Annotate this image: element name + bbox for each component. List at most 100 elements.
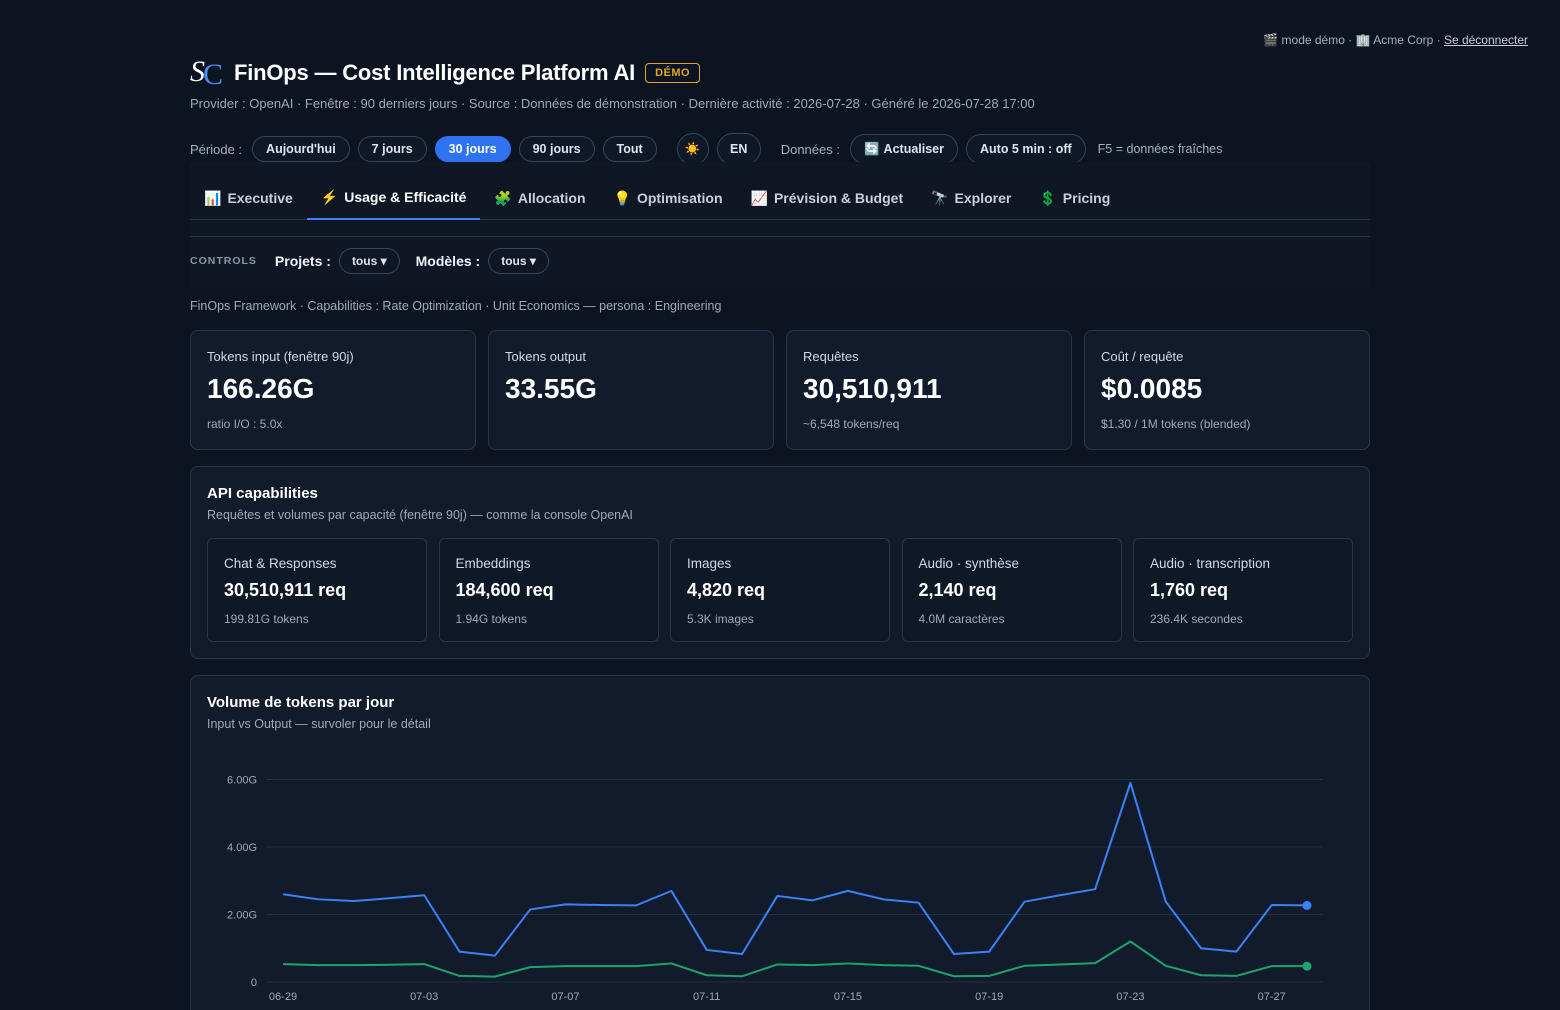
tab-explorer[interactable]: 🔭 Explorer xyxy=(917,176,1025,220)
data-label: Données : xyxy=(780,141,840,157)
sc-logo-icon: S C xyxy=(190,55,224,91)
lightning-icon: ⚡ xyxy=(320,188,339,205)
puzzle-icon: 🧩 xyxy=(494,189,512,206)
language-toggle-button[interactable]: EN xyxy=(716,133,761,165)
models-select[interactable]: tous ▾ xyxy=(488,248,549,274)
org-name: Acme Corp xyxy=(1373,33,1434,47)
period-controls: Période : Aujourd'hui 7 jours 30 jours 9… xyxy=(190,133,1222,165)
api-label: Chat & Responses xyxy=(224,556,337,571)
period-all-button[interactable]: Tout xyxy=(602,136,657,162)
x-tick-label: 07-19 xyxy=(975,991,1003,1003)
top-user-bar: 🎬 mode démo · 🏢 Acme Corp · Se déconnect… xyxy=(1263,33,1528,47)
kpi-value: 33.55G xyxy=(505,373,597,404)
demo-badge: DÉMO xyxy=(645,63,701,83)
mode-label: mode démo xyxy=(1281,33,1345,47)
separator: · xyxy=(1436,33,1441,47)
kpi-value: 166.26G xyxy=(207,373,315,404)
api-card-audio-synthesis: Audio · synthèse 2,140 req 4.0M caractèr… xyxy=(901,538,1122,642)
token-volume-chart-card: Volume de tokens par jour Input vs Outpu… xyxy=(190,675,1370,1010)
api-label: Images xyxy=(687,556,732,571)
refresh-icon: 🔄 xyxy=(863,141,880,156)
framework-caption: FinOps Framework · Capabilities : Rate O… xyxy=(190,299,722,313)
y-tick-label: 2.00G xyxy=(227,910,257,922)
y-tick-label: 6.00G xyxy=(227,775,257,787)
x-tick-label: 07-07 xyxy=(551,991,579,1003)
projects-select[interactable]: tous ▾ xyxy=(338,248,400,274)
y-tick-label: 0 xyxy=(251,977,257,989)
period-90d-button[interactable]: 90 jours xyxy=(518,136,595,162)
tab-allocation[interactable]: 🧩 Allocation xyxy=(480,176,599,220)
tab-forecast[interactable]: 📈 Prévision & Budget xyxy=(737,176,918,220)
x-tick-label: 07-15 xyxy=(834,991,862,1003)
tab-pricing[interactable]: 💲 Pricing xyxy=(1025,176,1124,220)
tab-label: Allocation xyxy=(517,190,586,206)
tab-label: Usage & Efficacité xyxy=(344,189,467,205)
kpi-card-tokens-output: Tokens output 33.55G xyxy=(488,330,774,450)
api-label: Embeddings xyxy=(455,556,531,571)
kpi-label: Requêtes xyxy=(803,349,859,364)
api-capabilities-card: API capabilities Requêtes et volumes par… xyxy=(190,466,1370,659)
theme-toggle-sun-icon[interactable]: ☀️ xyxy=(676,133,709,165)
clapper-icon: 🎬 xyxy=(1263,33,1279,47)
section-title: API capabilities xyxy=(207,485,318,502)
building-icon: 🏢 xyxy=(1355,33,1371,47)
dollar-icon: 💲 xyxy=(1039,189,1057,206)
token-volume-chart[interactable]: 0 2.00G 4.00G 6.00G 06-29 07-03 07-07 07-11 07-1… xyxy=(207,744,1353,1010)
y-tick-label: 4.00G xyxy=(227,842,257,854)
period-30d-button[interactable]: 30 jours xyxy=(434,136,511,162)
tab-label: Prévision & Budget xyxy=(773,190,904,206)
tab-label: Optimisation xyxy=(636,190,723,206)
api-sub: 5.3K images xyxy=(687,612,754,626)
chart-subtitle: Input vs Output — survoler pour le détai… xyxy=(207,717,431,731)
logo-letter-c: C xyxy=(203,58,224,91)
period-7d-button[interactable]: 7 jours xyxy=(357,136,427,162)
api-sub: 199.81G tokens xyxy=(224,612,309,626)
tab-executive[interactable]: 📊 Executive xyxy=(190,176,307,220)
kpi-sub: ~6,548 tokens/req xyxy=(803,417,900,431)
separator: · xyxy=(1348,33,1353,47)
divider xyxy=(190,236,1370,237)
controls-title: CONTROLS xyxy=(190,255,257,267)
x-tick-label: 07-23 xyxy=(1116,991,1144,1003)
logo-letter-s: S xyxy=(190,55,205,88)
kpi-card-requests: Requêtes 30,510,911 ~6,548 tokens/req xyxy=(786,330,1072,450)
x-tick-label: 07-03 xyxy=(410,991,438,1003)
section-subtitle: Requêtes et volumes par capacité (fenêtr… xyxy=(207,508,633,522)
api-card-embeddings: Embeddings 184,600 req 1.94G tokens xyxy=(438,538,659,642)
api-card-audio-transcription: Audio · transcription 1,760 req 236.4K s… xyxy=(1133,538,1353,642)
tabs-panel xyxy=(190,162,1370,288)
period-today-button[interactable]: Aujourd'hui xyxy=(252,136,350,162)
api-value: 2,140 req xyxy=(918,580,997,600)
series-line-output xyxy=(282,940,1307,978)
kpi-card-cost-per-request: Coût / requête $0.0085 $1.30 / 1M tokens… xyxy=(1084,330,1370,450)
period-label: Période : xyxy=(190,141,243,157)
filter-controls: CONTROLS Projets : tous ▾ Modèles : tous… xyxy=(190,248,565,274)
x-tick-label: 07-11 xyxy=(693,991,720,1003)
auto-refresh-toggle[interactable]: Auto 5 min : off xyxy=(966,134,1086,164)
kpi-sub: ratio I/O : 5.0x xyxy=(207,417,283,431)
kpi-card-tokens-input: Tokens input (fenêtre 90j) 166.26G ratio… xyxy=(190,330,476,450)
kpi-value: $0.0085 xyxy=(1101,373,1203,404)
logout-link[interactable]: Se déconnecter xyxy=(1443,33,1528,47)
api-value: 4,820 req xyxy=(687,580,766,600)
kpi-label: Tokens output xyxy=(505,349,586,364)
api-value: 30,510,911 req xyxy=(224,580,347,600)
tab-label: Explorer xyxy=(954,190,1012,206)
refresh-button[interactable]: 🔄 Actualiser xyxy=(849,134,958,164)
api-value: 1,760 req xyxy=(1150,580,1229,600)
kpi-label: Tokens input (fenêtre 90j) xyxy=(207,349,354,364)
api-sub: 4.0M caractères xyxy=(918,612,1005,626)
tab-usage[interactable]: ⚡ Usage & Efficacité xyxy=(306,176,481,220)
bar-chart-icon: 📊 xyxy=(204,189,222,206)
page-title: FinOps — Cost Intelligence Platform AI xyxy=(234,60,636,85)
telescope-icon: 🔭 xyxy=(931,189,949,206)
x-tick-label: 07-27 xyxy=(1258,991,1286,1003)
api-sub: 236.4K secondes xyxy=(1150,612,1243,626)
chart-title: Volume de tokens par jour xyxy=(207,694,395,711)
tab-optimisation[interactable]: 💡 Optimisation xyxy=(600,176,737,220)
refresh-label: Actualiser xyxy=(883,142,944,156)
kpi-value: 30,510,911 xyxy=(803,373,942,404)
api-capability-list: Chat & Responses 30,510,911 req 199.81G … xyxy=(207,538,1353,642)
api-value: 184,600 req xyxy=(455,580,554,600)
x-tick-label: 06-29 xyxy=(269,991,297,1003)
